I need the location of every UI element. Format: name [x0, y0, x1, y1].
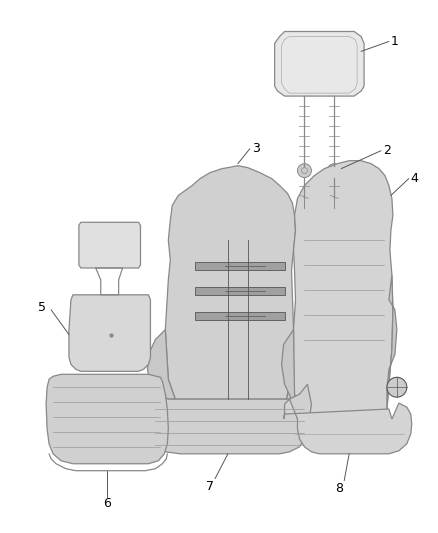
- Circle shape: [387, 377, 407, 397]
- Polygon shape: [195, 262, 285, 270]
- Text: 4: 4: [411, 172, 419, 185]
- Text: 3: 3: [252, 142, 260, 155]
- Polygon shape: [282, 329, 297, 419]
- Polygon shape: [46, 374, 168, 464]
- Polygon shape: [148, 329, 175, 399]
- Polygon shape: [387, 275, 397, 409]
- Polygon shape: [69, 295, 150, 372]
- Text: 2: 2: [383, 144, 391, 157]
- Polygon shape: [195, 287, 285, 295]
- Text: 7: 7: [206, 480, 214, 493]
- Polygon shape: [286, 329, 311, 399]
- Polygon shape: [283, 399, 412, 454]
- Circle shape: [327, 164, 341, 177]
- Text: 8: 8: [335, 482, 343, 495]
- Text: 6: 6: [103, 497, 111, 510]
- Polygon shape: [79, 222, 141, 268]
- Polygon shape: [165, 166, 296, 399]
- Polygon shape: [148, 384, 311, 454]
- Polygon shape: [195, 312, 285, 320]
- Text: 1: 1: [391, 35, 399, 48]
- Polygon shape: [275, 31, 364, 96]
- Polygon shape: [293, 160, 393, 419]
- Circle shape: [297, 164, 311, 177]
- Text: 5: 5: [38, 301, 46, 314]
